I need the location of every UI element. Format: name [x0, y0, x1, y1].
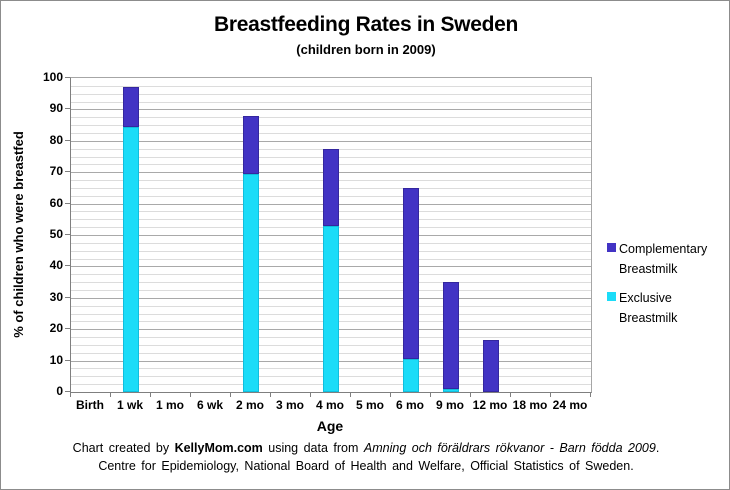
y-axis-tickmark: [65, 328, 70, 330]
legend-entry-complementary: Complementary Breastmilk: [607, 239, 729, 279]
x-axis-tickmark: [150, 392, 151, 397]
y-axis-tickmark: [65, 171, 70, 173]
bar-segment-exclusive: [403, 359, 419, 392]
x-tick-label: 1 wk: [116, 398, 143, 412]
y-axis-tickmark: [65, 234, 70, 235]
gridline-minor: [71, 93, 591, 95]
bar-segment-complementary: [323, 148, 339, 226]
x-axis-tickmark: [590, 392, 591, 397]
bar-segment-exclusive: [243, 173, 259, 392]
x-tick-label: 3 mo: [275, 398, 304, 412]
legend-label-exclusive: Exclusive Breastmilk: [619, 291, 678, 325]
legend: Complementary Breastmilk Exclusive Breas…: [607, 239, 729, 328]
legend-entry-exclusive: Exclusive Breastmilk: [607, 288, 729, 328]
plot-area: [70, 77, 592, 393]
gridline-minor: [71, 125, 591, 127]
gridline-minor: [71, 132, 591, 134]
footer-attribution-line1: Chart created by KellyMom.com using data…: [72, 441, 660, 455]
y-tick-label: 10: [49, 352, 63, 367]
y-tick-label: 100: [42, 70, 63, 84]
y-tick-label: 20: [49, 321, 63, 336]
x-tick-label: 6 mo: [395, 398, 424, 412]
y-axis-tickmark: [65, 202, 70, 204]
bar-segment-complementary: [403, 187, 419, 360]
x-tick-label: 5 mo: [355, 398, 384, 412]
x-tick-label: 2 mo: [235, 398, 264, 412]
x-axis-tickmark: [390, 392, 391, 397]
x-axis-tickmark: [350, 392, 351, 397]
x-axis-tickmark: [270, 392, 271, 397]
bar-segment-complementary: [123, 87, 139, 127]
x-axis-tickmark: [190, 392, 191, 397]
legend-swatch-exclusive-icon: [607, 292, 616, 301]
x-axis-tickmark: [430, 392, 431, 397]
x-tick-label: 18 mo: [512, 398, 548, 412]
y-axis-tickmark: [65, 359, 70, 361]
footer-kellymom: KellyMom.com: [174, 441, 263, 455]
bar-segment-complementary: [483, 340, 499, 392]
y-tick-label: 0: [56, 384, 63, 398]
y-axis-tickmark: [65, 296, 70, 298]
x-tick-label: 12 mo: [472, 398, 508, 412]
x-axis-tickmark: [70, 392, 71, 397]
y-axis-tickmark: [65, 391, 70, 392]
gridline-minor: [71, 117, 591, 119]
y-tick-label: 80: [49, 132, 63, 147]
footer-source-title: Amning och föräldrars rökvanor - Barn fö…: [363, 441, 656, 455]
gridline-major: [71, 109, 591, 111]
x-axis-tickmark: [310, 392, 311, 397]
y-tick-label: 60: [49, 195, 63, 210]
x-axis-tickmark: [230, 392, 231, 397]
bar-segment-complementary: [443, 282, 459, 389]
legend-swatch-complementary-icon: [607, 243, 616, 252]
x-tick-label: 24 mo: [552, 398, 588, 412]
x-tick-label: 1 mo: [155, 398, 184, 412]
x-axis-tickmark: [510, 392, 511, 397]
legend-label-complementary: Complementary Breastmilk: [619, 242, 708, 276]
bar-segment-exclusive: [443, 388, 459, 392]
gridline-minor: [71, 101, 591, 103]
y-tick-label: 70: [49, 164, 63, 179]
x-tick-label: 9 mo: [435, 398, 464, 412]
y-axis-tickmark: [65, 139, 70, 141]
chart-subtitle: (children born in 2009): [296, 42, 436, 57]
y-axis-tickmark: [65, 108, 70, 110]
chart-title: Breastfeeding Rates in Sweden: [213, 13, 519, 36]
x-axis-title: Age: [316, 418, 344, 434]
bar-segment-exclusive: [323, 225, 339, 392]
x-axis-tickmark: [470, 392, 471, 397]
y-tick-label: 30: [49, 289, 63, 304]
footer-attribution-line2: Centre for Epidemiology, National Board …: [98, 459, 634, 473]
gridline-minor: [71, 85, 591, 87]
x-axis-tickmark: [110, 392, 111, 397]
bar-segment-exclusive: [123, 126, 139, 392]
y-axis-tickmark: [65, 77, 70, 78]
x-tick-label: Birth: [76, 398, 104, 412]
x-axis-tickmark: [550, 392, 551, 397]
y-axis-title: % of children who were breastfed: [10, 130, 26, 338]
gridline-major: [71, 140, 591, 142]
y-axis-tickmark: [65, 265, 70, 267]
y-tick-label: 40: [49, 258, 63, 273]
y-tick-label: 50: [49, 227, 63, 241]
bar-segment-complementary: [243, 115, 259, 174]
x-tick-label: 6 wk: [196, 398, 223, 412]
y-tick-label: 90: [49, 101, 63, 116]
x-tick-label: 4 mo: [315, 398, 344, 412]
